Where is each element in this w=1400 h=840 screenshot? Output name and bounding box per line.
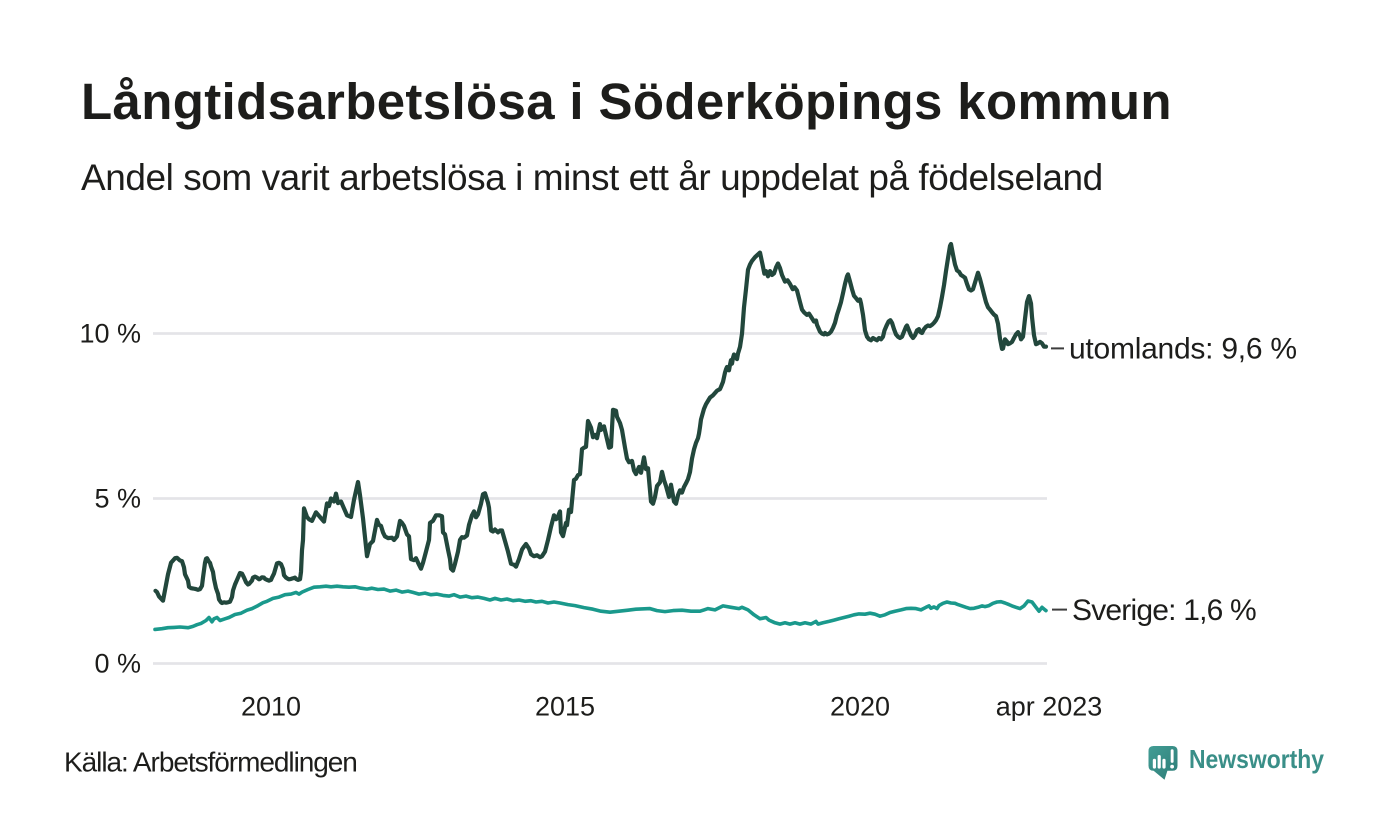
svg-text:Andel som varit arbetslösa i m: Andel som varit arbetslösa i minst ett å… [81,157,1103,198]
svg-text:Långtidsarbetslösa i Söderköpi: Långtidsarbetslösa i Söderköpings kommun [81,73,1172,130]
svg-text:Sverige: 1,6 %: Sverige: 1,6 % [1072,594,1256,627]
svg-text:2020: 2020 [830,692,890,722]
svg-text:Källa: Arbetsförmedlingen: Källa: Arbetsförmedlingen [64,747,357,778]
svg-text:utomlands: 9,6 %: utomlands: 9,6 % [1069,333,1297,366]
svg-text:apr 2023: apr 2023 [996,692,1103,722]
svg-text:Newsworthy: Newsworthy [1189,744,1324,774]
svg-text:10 %: 10 % [79,319,141,349]
svg-text:0 %: 0 % [94,649,141,679]
svg-text:5 %: 5 % [94,484,141,514]
svg-text:2015: 2015 [535,692,595,722]
svg-text:2010: 2010 [241,692,301,722]
